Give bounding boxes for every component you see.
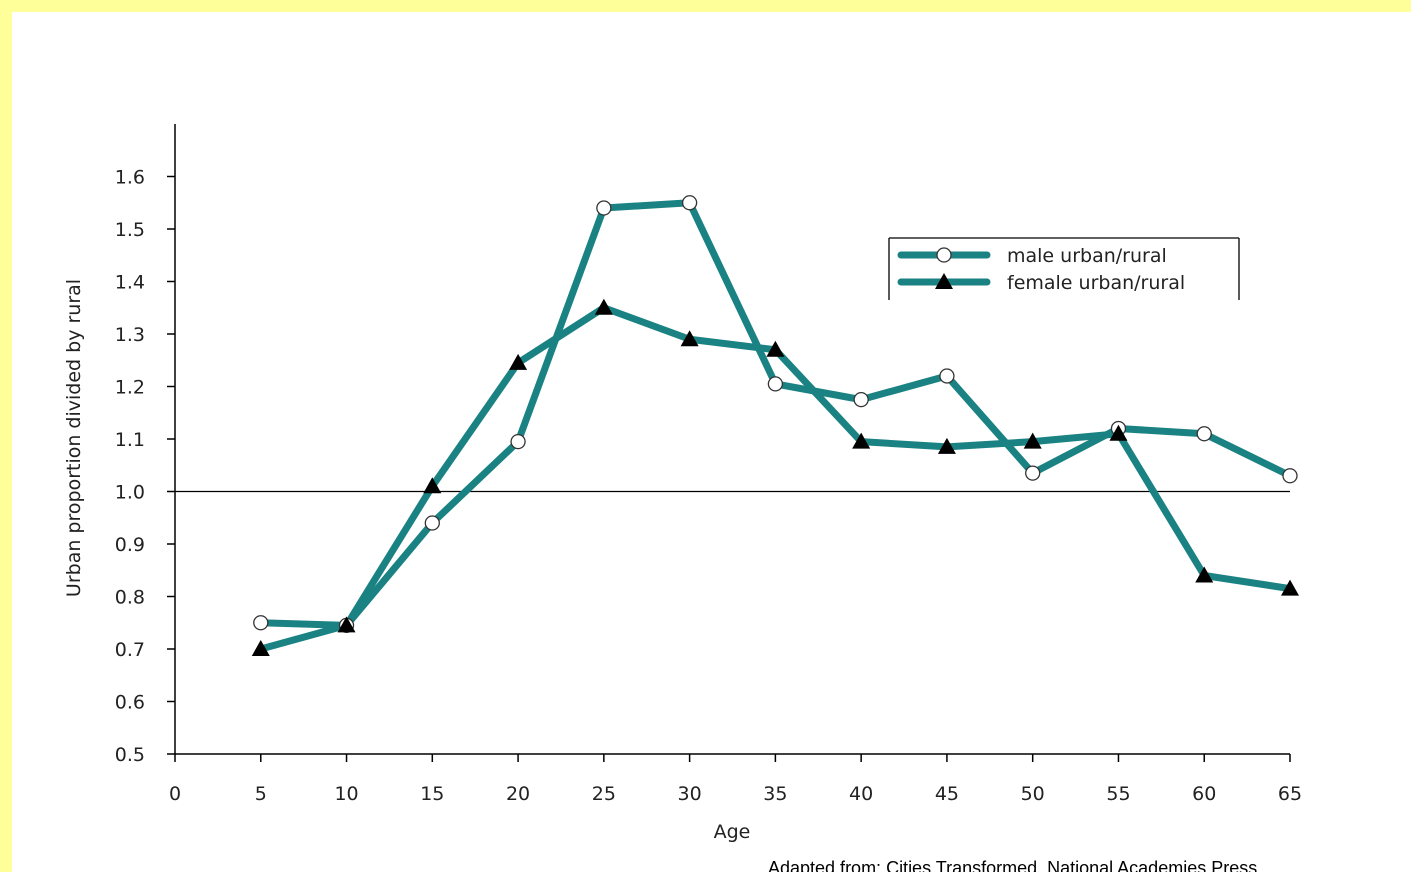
- frame-top-band: [0, 0, 1411, 12]
- x-tick-label: 5: [255, 783, 267, 805]
- y-tick-label: 0.7: [115, 639, 145, 661]
- y-tick-label: 0.5: [115, 744, 145, 766]
- x-tick-label: 10: [334, 783, 358, 805]
- male-point: [1196, 426, 1212, 442]
- male-point: [596, 200, 612, 216]
- female-point: [1109, 424, 1128, 441]
- series-line-female: [257, 304, 1294, 653]
- x-tick-label: 45: [935, 783, 959, 805]
- x-tick-label: 0: [169, 783, 181, 805]
- female-point: [509, 353, 528, 370]
- male-point: [853, 391, 869, 408]
- source-note: Adapted from: Cities Transformed, Nation…: [768, 858, 1258, 872]
- y-tick-label: 1.2: [115, 377, 145, 399]
- male-point: [253, 615, 269, 631]
- x-tick-label: 40: [849, 783, 873, 805]
- y-tick-label: 0.9: [115, 534, 145, 556]
- female-point: [766, 340, 785, 357]
- x-tick-label: 30: [678, 783, 702, 805]
- legend-marker: [935, 273, 953, 289]
- frame-left-band: [0, 0, 12, 872]
- female-point: [594, 298, 613, 315]
- male-point: [424, 515, 440, 531]
- y-tick-label: 1.4: [115, 272, 145, 294]
- female-point: [852, 432, 871, 449]
- male-point: [939, 368, 955, 384]
- y-tick-label: 1.6: [115, 167, 145, 189]
- female-point: [423, 477, 442, 494]
- y-axis-title: Urban proportion divided by rural: [63, 279, 85, 597]
- y-tick-label: 1.5: [115, 219, 145, 241]
- x-axis-title: Age: [714, 821, 751, 843]
- female-point: [337, 616, 356, 633]
- legend-label: male urban/rural: [1007, 245, 1167, 267]
- male-point: [681, 195, 698, 211]
- female-point: [1281, 579, 1299, 596]
- male-point: [510, 433, 526, 450]
- legend-marker: [936, 247, 952, 263]
- male-point: [1282, 468, 1298, 484]
- male-point: [767, 376, 784, 392]
- y-tick-label: 1.1: [115, 429, 145, 451]
- y-tick-label: 0.6: [115, 692, 145, 714]
- x-tick-label: 55: [1106, 783, 1130, 805]
- female-point: [937, 437, 956, 454]
- x-tick-label: 35: [763, 783, 787, 805]
- y-tick-label: 0.8: [115, 587, 145, 609]
- legend-label: female urban/rural: [1007, 272, 1185, 294]
- x-tick-label: 25: [592, 783, 616, 805]
- y-tick-label: 1.3: [115, 324, 145, 346]
- female-point: [251, 640, 270, 656]
- female-point: [1195, 566, 1214, 583]
- female-point: [1023, 432, 1042, 449]
- female-point: [680, 330, 699, 347]
- x-tick-label: 60: [1192, 783, 1216, 805]
- x-tick-label: 50: [1021, 783, 1045, 805]
- x-tick-label: 15: [420, 783, 444, 805]
- x-tick-label: 65: [1278, 783, 1302, 805]
- male-point: [1025, 465, 1041, 481]
- y-tick-label: 1.0: [115, 482, 145, 504]
- x-tick-label: 20: [506, 783, 530, 805]
